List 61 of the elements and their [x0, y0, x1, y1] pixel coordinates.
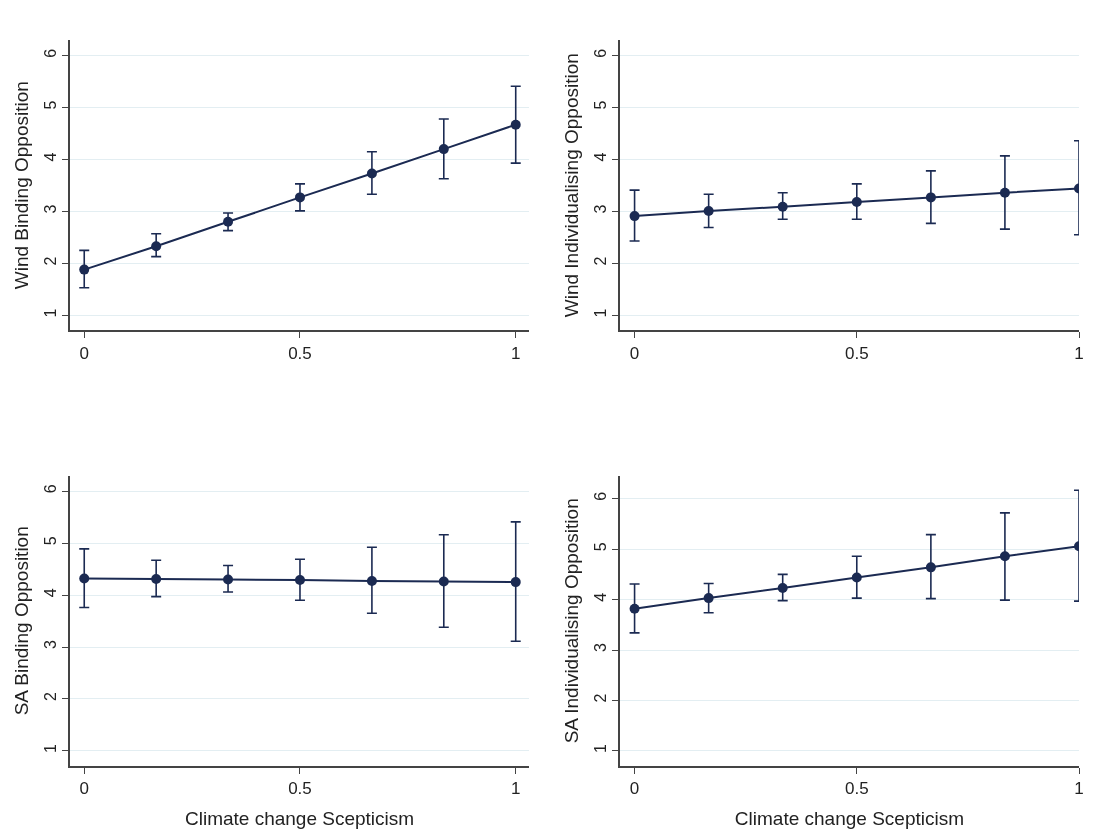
y-tick-label: 1 [41, 308, 59, 318]
point [999, 551, 1010, 562]
x-tick-label: 0.5 [844, 779, 869, 799]
point [223, 216, 234, 227]
y-tick-label: 2 [41, 692, 59, 702]
y-tick-label: 2 [41, 256, 59, 266]
point [999, 187, 1010, 198]
point [777, 583, 788, 594]
point [703, 593, 714, 604]
point [438, 144, 449, 155]
point [294, 192, 305, 203]
x-tick-label: 0 [79, 343, 89, 363]
point [925, 562, 936, 573]
y-axis-title: SA Individualising Opposition [561, 498, 583, 744]
y-tick-label: 3 [41, 640, 59, 650]
y-axis-title: Wind Individualising Opposition [561, 53, 583, 318]
point [366, 168, 377, 179]
y-tick-label: 6 [41, 48, 59, 58]
x-axis-title: Climate change Scepticism [734, 808, 965, 830]
y-tick-label: 4 [41, 588, 59, 598]
y-axis-title: SA Binding Opposition [11, 526, 33, 716]
x-tick-label: 0 [79, 779, 89, 799]
y-axis-title: Wind Binding Opposition [11, 81, 33, 290]
y-tick-label: 5 [41, 536, 59, 546]
y-tick-label: 5 [591, 100, 609, 110]
point [925, 192, 936, 203]
x-tick-label: 0 [629, 779, 640, 799]
point [79, 264, 90, 275]
y-tick-label: 2 [591, 693, 609, 703]
x-tick-label: 1 [510, 779, 521, 799]
y-tick-label: 1 [41, 743, 59, 753]
x-tick-label: 0 [629, 343, 640, 363]
x-tick-label: 1 [510, 343, 521, 363]
point [777, 201, 788, 212]
y-tick-label: 6 [41, 484, 59, 494]
x-tick-label: 0.5 [844, 343, 869, 363]
x-axis-title: Climate change Scepticism [184, 808, 415, 830]
y-tick-label: 2 [591, 256, 609, 266]
y-tick-label: 1 [591, 743, 609, 753]
x-tick-label: 1 [1074, 779, 1084, 799]
y-tick-label: 5 [41, 100, 59, 110]
point [629, 603, 640, 614]
y-tick-label: 3 [591, 643, 609, 653]
point [851, 572, 862, 583]
y-tick-label: 4 [41, 152, 59, 162]
y-tick-label: 3 [41, 204, 59, 214]
y-tick-label: 4 [591, 592, 609, 602]
y-tick-label: 6 [591, 491, 609, 501]
point [510, 119, 521, 130]
x-tick-label: 0.5 [288, 779, 312, 799]
y-tick-label: 4 [591, 152, 609, 162]
point [151, 241, 162, 252]
y-tick-label: 5 [591, 542, 609, 552]
y-tick-label: 3 [591, 204, 609, 214]
y-tick-label: 6 [591, 48, 609, 58]
y-tick-label: 1 [591, 308, 609, 318]
point [703, 205, 714, 216]
x-tick-label: 1 [1074, 343, 1084, 363]
point [629, 211, 640, 222]
x-tick-label: 0.5 [288, 343, 312, 363]
point [851, 197, 862, 208]
